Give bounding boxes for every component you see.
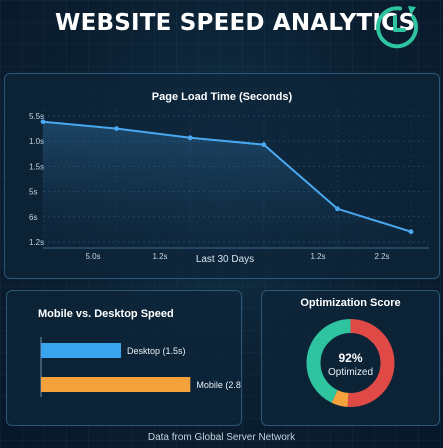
load-time-point (261, 142, 267, 148)
mobile-desktop-title: Mobile vs. Desktop Speed (38, 308, 174, 320)
load-time-series-line (42, 120, 412, 233)
clock-refresh-icon (376, 6, 419, 49)
optimization-score-title: Optimization Score (300, 297, 401, 309)
load-time-point (187, 135, 193, 141)
x-axis-title: Last 30 Days (196, 254, 254, 265)
page-load-line-chart: 5.5s 1.0s 1.5s 5s 6s 1.2s 5.0s 1.2s 1.2s 2.2s Last… (29, 110, 429, 265)
y-tick-label: 1.0s (29, 137, 44, 146)
bar-value-label: Mobile (2.8s) (196, 380, 241, 390)
desktop-bar (41, 343, 121, 358)
y-tick-label: 5s (29, 188, 37, 197)
mobile-desktop-bar-chart: Desktop (1.5s) Mobile (2.8s) (40, 337, 241, 397)
optimization-score-panel: Optimization Score 92% Optimized (261, 290, 440, 426)
y-tick-label: 1.5s (29, 162, 44, 171)
load-time-point (40, 119, 46, 125)
x-tick-label: 2.2s (374, 252, 389, 261)
donut-segment (306, 319, 395, 407)
page-load-title: Page Load Time (Seconds) (151, 91, 293, 103)
line-area-fill (43, 121, 411, 248)
page-load-panel: Page Load Time (Seconds) 5.5s 1.0s 1.5s 5s 6… (4, 73, 440, 279)
bar-value-label: Desktop (1.5s) (127, 346, 186, 356)
load-time-point (114, 126, 119, 131)
y-tick-label: 6s (29, 213, 37, 222)
score-value: 92% (338, 351, 362, 365)
y-tick-label: 5.5s (29, 112, 44, 121)
mobile-desktop-panel: Mobile vs. Desktop Speed Desktop (1.5s) M… (6, 290, 242, 426)
load-time-point (408, 229, 414, 235)
x-tick-label: 1.2s (310, 252, 325, 261)
optimization-donut-chart: 92% Optimized (306, 319, 395, 407)
x-tick-label: 5.0s (85, 252, 100, 261)
load-time-point (335, 206, 340, 212)
footer-note: Data from Global Server Network (147, 432, 296, 443)
x-tick-label: 1.2s (152, 252, 167, 261)
y-tick-label: 1.2s (29, 238, 44, 247)
mobile-bar (41, 377, 191, 392)
page-title: WEBSITE SPEED ANALYTICS (55, 10, 416, 36)
score-label: Optimized (328, 367, 373, 378)
